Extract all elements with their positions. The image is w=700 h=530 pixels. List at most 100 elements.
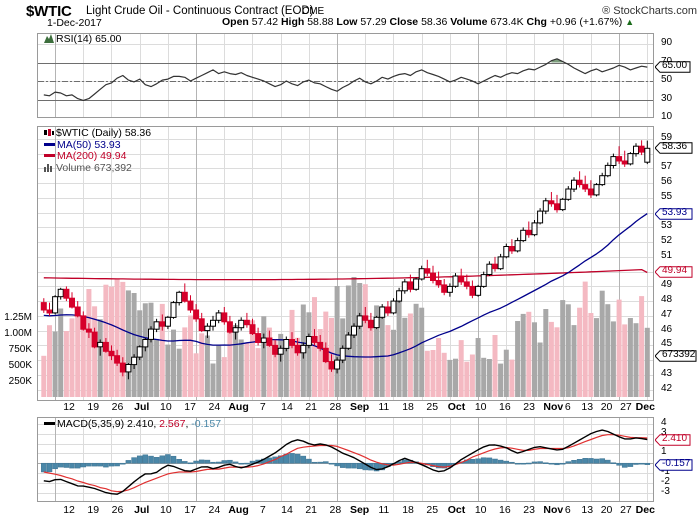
macd-panel [37,417,654,502]
price-legend-main: $WTIC (Daily) 58.36 [56,127,152,139]
price-tick-53: 53 [661,220,673,232]
price-legend-volume: Volume 673,392 [56,161,132,174]
price-tick-55: 55 [661,190,673,202]
macd-tick--1: -1 [661,465,670,477]
date-axis-label-macd-16: 16 [499,504,511,516]
date-axis-label-macd-Dec: Dec [635,504,655,516]
price-tick-43: 43 [661,367,673,379]
date-axis-label-macd-10: 10 [474,504,487,516]
date-axis-label-price-21: 21 [305,401,318,413]
price-panel [37,126,654,401]
macd-tick--2: -2 [661,475,670,487]
price-tick-42: 42 [661,382,673,394]
price-tick-47: 47 [661,308,673,320]
macd-tick-1: 1 [661,446,667,458]
date-axis-label-macd-20: 20 [600,504,613,516]
volume-value: 673.4K [490,16,524,28]
macd-legend-signal: 2.567 [159,418,186,430]
date-axis-label-macd-Sep: Sep [349,504,370,516]
date-axis-label-price-16: 16 [499,401,511,413]
date-axis-label-price-Dec: Dec [635,401,655,413]
date-axis-label-macd-25: 25 [426,504,439,516]
macd-tick-3: 3 [661,426,667,438]
quote-date: 1-Dec-2017 [47,17,102,29]
price-legend-ma200: MA(200) 49.94 [57,150,127,162]
price-legend: $WTIC (Daily) 58.36 MA(50) 53.93 MA(200)… [44,127,152,174]
high-label: High [280,16,305,28]
date-axis-label-price-26: 26 [111,401,124,413]
chart-header: $WTIC Light Crude Oil - Continuous Contr… [0,0,700,29]
date-axis-label-price-7: 7 [259,401,266,413]
date-axis-label-macd-6: 6 [564,504,571,516]
date-axis-label-price-Oct: Oct [447,401,466,413]
date-axis-label-macd-Oct: Oct [447,504,466,516]
rsi-tick-30: 30 [661,92,673,104]
open-label: Open [222,16,249,28]
stockcharts-watermark: ® StockCharts.com [602,5,697,17]
date-axis-label-price-12: 12 [63,401,75,413]
date-axis-label-macd-7: 7 [259,504,266,516]
macd-legend-comma2: , [185,418,189,430]
high-value: 58.88 [307,16,334,28]
volume-bars-icon [44,163,54,172]
up-arrow-icon: ▲ [625,17,635,27]
volume-axis-1.25M: 1.25M [4,312,32,324]
rsi-value-tag: 65.00 [654,60,691,73]
date-axis-label-macd-14: 14 [281,504,293,516]
macd-legend-label: MACD(5,35,9) [57,418,125,430]
price-legend-ma50: MA(50) 53.93 [57,138,121,151]
chg-value: +0.96 (+1.67%) [549,16,623,28]
price-tick-52: 52 [661,235,673,247]
price-plot [38,127,653,400]
macd-tick--3: -3 [661,485,670,497]
macd-legend: MACD(5,35,9) 2.410, 2.567, -0.157 [44,418,221,431]
macd-plot [38,418,653,501]
ma50-swatch [44,142,55,146]
rsi-panel [37,33,654,118]
macd-value-tag: 2.410 [654,433,691,446]
price-tick-51: 51 [661,249,673,261]
date-axis-label-macd-10: 10 [160,504,172,516]
low-label: Low [336,16,358,28]
date-axis-label-price-17: 17 [184,401,196,413]
rsi-tick-90: 90 [661,37,673,48]
close-value-tag: 58.36 [654,141,693,155]
price-tick-59: 59 [661,131,673,143]
price-tick-45: 45 [661,338,673,350]
date-axis-label-price-19: 19 [87,401,100,413]
date-axis-label-macd-11: 11 [378,504,390,516]
volume-label: Volume [450,16,488,28]
macd-tick-4: 4 [661,416,667,428]
ma200-value-tag: 49.94 [654,265,693,279]
date-axis-label-price-23: 23 [523,401,535,413]
date-axis-label-price-18: 18 [402,401,414,413]
symbol-ticker: $WTIC [26,3,72,20]
macd-legend-macd: 2.410 [127,418,154,430]
date-axis-label-price-28: 28 [329,401,342,413]
volume-value-tag: 673392 [654,349,697,362]
price-tick-56: 56 [661,176,673,188]
rsi-tick-70: 70 [661,55,673,67]
date-axis-label-macd-21: 21 [305,504,318,516]
ohlc-quote-line: Open 57.42 High 58.88 Low 57.29 Close 58… [222,16,634,28]
volume-axis-500K: 500K [8,360,32,372]
date-axis-label-price-Jul: Jul [134,401,150,413]
macd-legend-comma1: , [153,418,157,430]
rsi-tick-10: 10 [661,111,673,122]
open-value: 57.42 [251,16,279,28]
ma50-value-tag: 53.93 [654,207,693,220]
rsi-tick-50: 50 [661,74,673,85]
price-tick-48: 48 [661,294,673,306]
date-axis-label-price-10: 10 [160,401,172,413]
price-tick-49: 49 [661,279,673,291]
volume-axis-750K: 750K [8,344,32,356]
date-axis-label-price-27: 27 [620,401,632,413]
ma200-swatch [44,154,55,157]
date-axis-label-macd-26: 26 [111,504,124,516]
close-label: Close [389,16,419,28]
date-axis-label-macd-Aug: Aug [228,504,249,516]
date-axis-label-macd-13: 13 [581,504,594,516]
volume-axis-250K: 250K [8,376,32,388]
date-axis-label-macd-Jul: Jul [134,504,150,516]
price-tick-57: 57 [661,161,673,173]
